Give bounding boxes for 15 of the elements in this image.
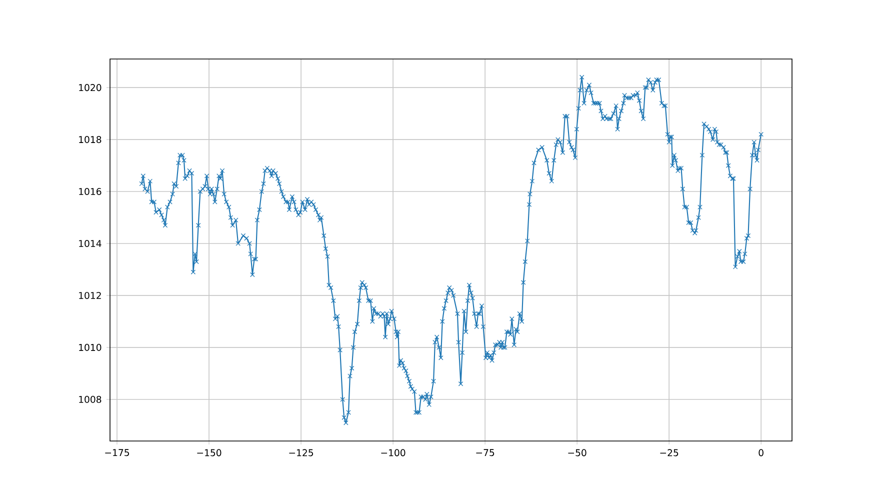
x-tick-label: −50 xyxy=(568,449,586,456)
y-tick-label: 1014 xyxy=(79,240,102,248)
x-tick-label: −150 xyxy=(197,449,222,456)
y-tick-label: 1010 xyxy=(79,344,102,351)
x-tick-label: 0 xyxy=(758,449,764,456)
y-tick-label: 1020 xyxy=(79,84,102,92)
x-tick-label: −75 xyxy=(476,449,494,456)
y-tick-label: 1008 xyxy=(79,396,102,403)
y-tick-label: 1018 xyxy=(79,136,102,144)
x-tick-label: −125 xyxy=(289,449,314,456)
x-tick-label: −25 xyxy=(660,449,678,456)
x-tick-label: −100 xyxy=(381,449,406,456)
y-tick-label: 1012 xyxy=(79,292,101,299)
x-tick-label: −175 xyxy=(105,449,130,456)
y-tick-label: 1016 xyxy=(79,188,102,196)
